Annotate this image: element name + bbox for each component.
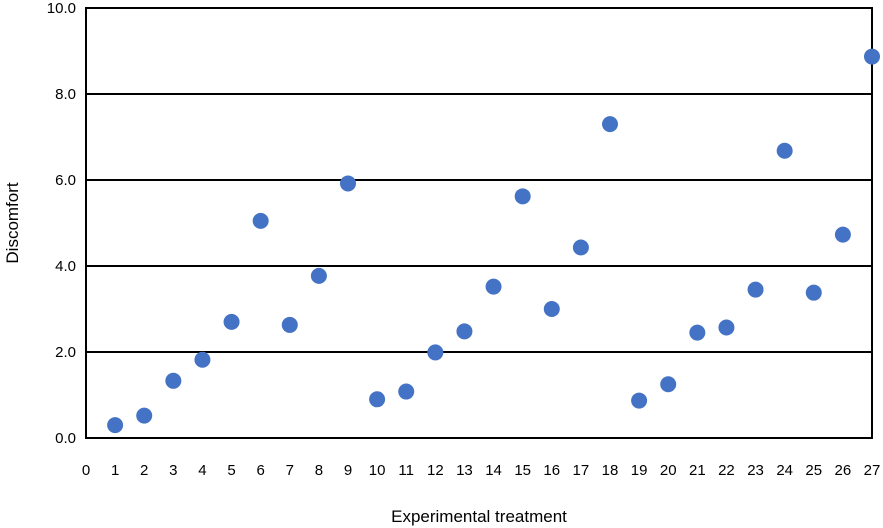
data-point bbox=[223, 313, 240, 330]
x-tick-label: 27 bbox=[864, 462, 881, 479]
x-tick-label: 12 bbox=[427, 462, 444, 479]
data-point bbox=[340, 175, 356, 192]
x-tick-label: 15 bbox=[514, 462, 531, 479]
data-point bbox=[689, 324, 706, 341]
y-tick-label: 2.0 bbox=[55, 344, 76, 361]
x-tick-label: 25 bbox=[805, 462, 822, 479]
data-point bbox=[747, 281, 764, 298]
data-point bbox=[427, 344, 444, 361]
x-tick-label: 5 bbox=[227, 462, 235, 479]
x-tick-label: 19 bbox=[631, 462, 648, 479]
data-point bbox=[398, 383, 415, 400]
x-tick-label: 13 bbox=[456, 462, 473, 479]
x-tick-label: 16 bbox=[543, 462, 560, 479]
x-tick-label: 10 bbox=[369, 462, 386, 479]
y-tick-label: 8.0 bbox=[55, 86, 76, 103]
data-point bbox=[660, 376, 677, 393]
x-tick-label: 9 bbox=[344, 462, 352, 479]
x-tick-label: 17 bbox=[573, 462, 590, 479]
x-tick-label: 26 bbox=[835, 462, 852, 479]
x-tick-label: 2 bbox=[140, 462, 148, 479]
data-point bbox=[602, 116, 618, 133]
data-point bbox=[485, 278, 502, 295]
x-tick-label: 11 bbox=[398, 462, 414, 479]
plot-area-border bbox=[85, 7, 873, 439]
grid-lines bbox=[86, 93, 872, 353]
x-tick-label: 3 bbox=[169, 462, 177, 479]
data-point bbox=[456, 323, 473, 340]
x-tick-label: 24 bbox=[776, 462, 793, 479]
data-point bbox=[834, 226, 851, 243]
y-tick-label: 4.0 bbox=[55, 258, 76, 275]
x-tick-label: 23 bbox=[747, 462, 764, 479]
data-point bbox=[281, 316, 298, 333]
data-point bbox=[252, 212, 269, 229]
x-tick-label: 4 bbox=[198, 462, 206, 479]
data-points bbox=[107, 48, 880, 434]
x-tick-label: 7 bbox=[286, 462, 294, 479]
data-point bbox=[165, 372, 182, 389]
data-point bbox=[572, 239, 589, 256]
y-tick-label: 0.0 bbox=[55, 430, 76, 447]
data-point bbox=[718, 319, 735, 336]
x-tick-label: 6 bbox=[256, 462, 264, 479]
y-axis-ticks: 0.0 2.0 4.0 6.0 8.0 10.0 bbox=[47, 0, 76, 447]
x-tick-label: 0 bbox=[82, 462, 90, 479]
data-point bbox=[194, 351, 211, 368]
data-point bbox=[514, 188, 531, 205]
data-point bbox=[310, 267, 327, 284]
data-point bbox=[136, 407, 153, 424]
x-tick-label: 8 bbox=[315, 462, 323, 479]
data-point bbox=[107, 417, 124, 434]
data-point bbox=[631, 392, 648, 409]
data-point bbox=[543, 301, 560, 317]
x-axis-label: Experimental treatment bbox=[391, 507, 567, 526]
x-tick-label: 22 bbox=[718, 462, 735, 479]
data-point bbox=[776, 142, 793, 159]
x-tick-label: 1 bbox=[111, 462, 119, 479]
y-tick-label: 6.0 bbox=[55, 172, 76, 189]
y-tick-label: 10.0 bbox=[47, 0, 76, 17]
data-point bbox=[369, 391, 386, 408]
x-tick-label: 18 bbox=[602, 462, 619, 479]
data-point bbox=[805, 284, 822, 301]
data-point bbox=[864, 48, 880, 65]
y-axis-label: Discomfort bbox=[3, 182, 22, 264]
x-axis-ticks: 0 1 2 3 4 5 6 7 8 9 10 11 12 13 14 15 16 17 18 19 20 21 22 23 24… bbox=[82, 462, 881, 479]
x-tick-label: 21 bbox=[689, 462, 706, 479]
x-tick-label: 20 bbox=[660, 462, 677, 479]
x-tick-label: 14 bbox=[485, 462, 502, 479]
